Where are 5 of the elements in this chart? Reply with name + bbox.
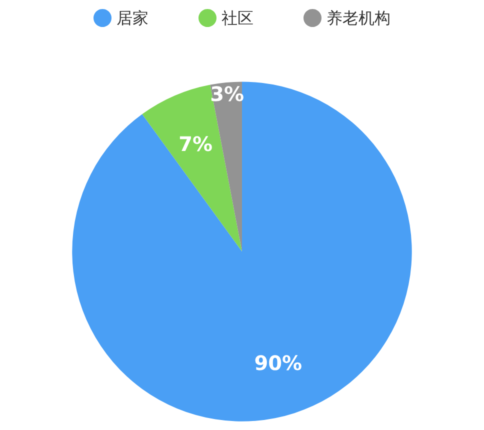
legend-label: 居家 — [116, 8, 148, 28]
legend-label: 社区 — [222, 8, 254, 28]
data-label: 7% — [178, 132, 213, 156]
data-label: 90% — [254, 350, 302, 375]
legend-label: 养老机构 — [326, 8, 390, 28]
